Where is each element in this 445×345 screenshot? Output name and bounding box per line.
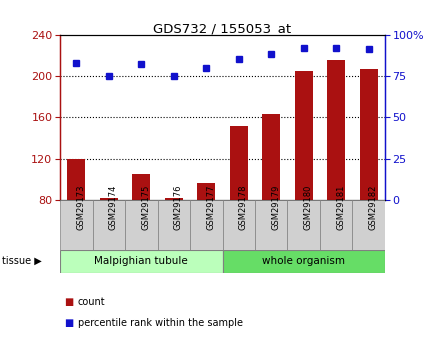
Text: ■: ■: [65, 297, 74, 307]
Bar: [60, 250, 222, 273]
Text: tissue ▶: tissue ▶: [2, 256, 42, 266]
Text: GSM29181: GSM29181: [336, 185, 345, 230]
Bar: [230, 126, 248, 200]
Bar: [100, 198, 118, 200]
Text: GSM29173: GSM29173: [77, 185, 85, 230]
Text: GSM29179: GSM29179: [271, 185, 280, 230]
Text: GSM29175: GSM29175: [142, 185, 150, 230]
Bar: [327, 60, 345, 200]
Bar: [222, 200, 255, 250]
Bar: [67, 159, 85, 200]
Text: GDS732 / 155053_at: GDS732 / 155053_at: [154, 22, 291, 36]
Text: Malpighian tubule: Malpighian tubule: [94, 256, 188, 266]
Bar: [360, 69, 378, 200]
Bar: [287, 200, 320, 250]
Text: percentile rank within the sample: percentile rank within the sample: [78, 318, 243, 327]
Text: GSM29178: GSM29178: [239, 185, 248, 230]
Text: ■: ■: [65, 318, 74, 327]
Text: GSM29174: GSM29174: [109, 185, 118, 230]
Bar: [222, 250, 385, 273]
Text: GSM29177: GSM29177: [206, 185, 215, 230]
Text: whole organism: whole organism: [262, 256, 345, 266]
Bar: [132, 174, 150, 200]
Bar: [190, 200, 222, 250]
Bar: [320, 200, 352, 250]
Bar: [197, 183, 215, 200]
Bar: [255, 200, 287, 250]
Text: count: count: [78, 297, 105, 307]
Text: GSM29176: GSM29176: [174, 185, 183, 230]
Bar: [295, 71, 313, 200]
Bar: [352, 200, 385, 250]
Text: GSM29180: GSM29180: [304, 185, 313, 230]
Bar: [165, 198, 183, 200]
Bar: [93, 200, 125, 250]
Bar: [125, 200, 158, 250]
Bar: [158, 200, 190, 250]
Bar: [60, 200, 93, 250]
Text: GSM29182: GSM29182: [369, 185, 378, 230]
Bar: [262, 114, 280, 200]
